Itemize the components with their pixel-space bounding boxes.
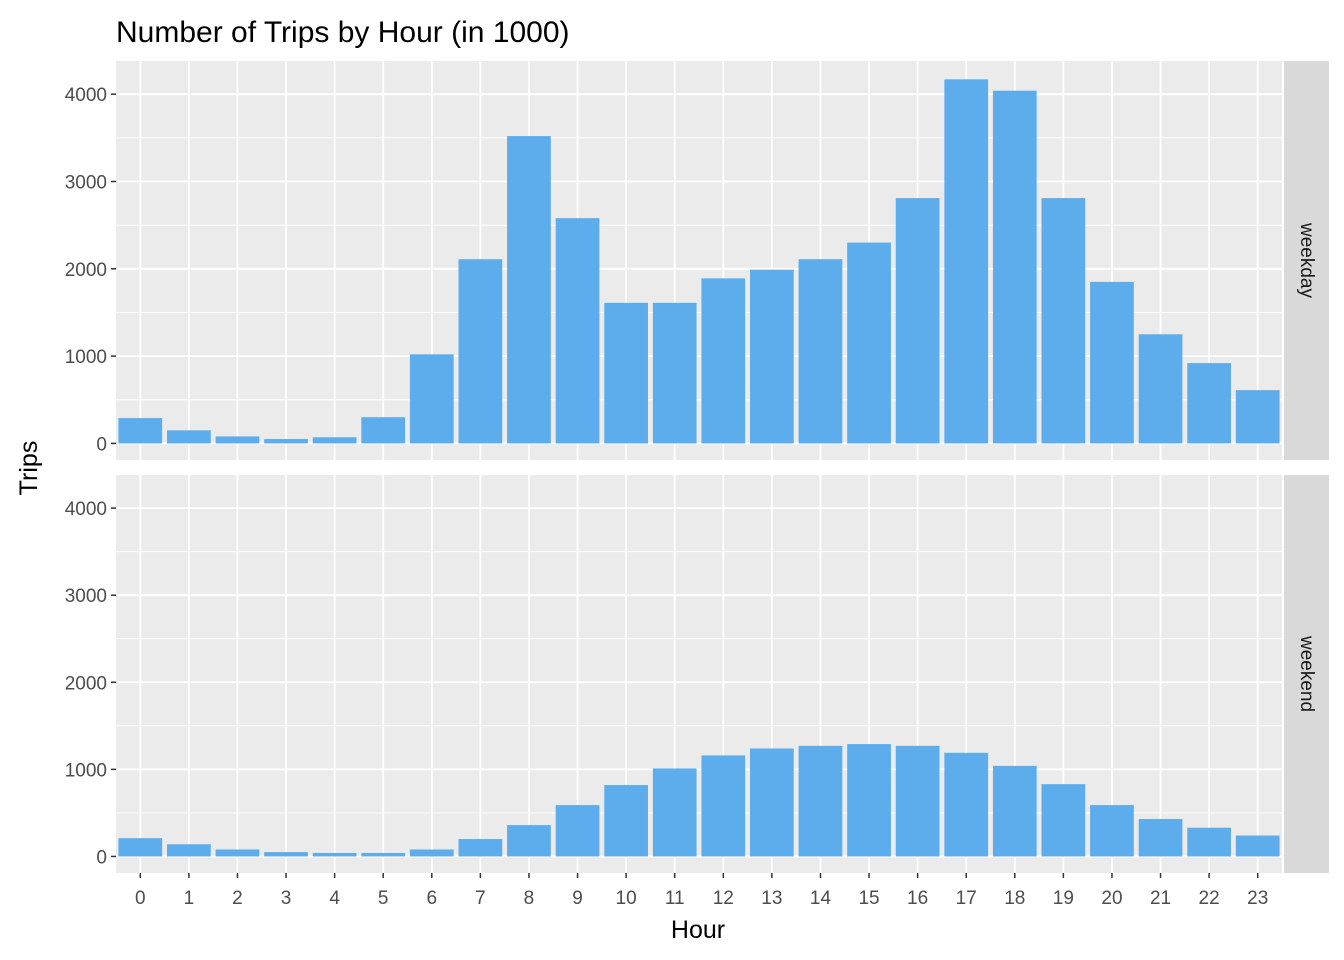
bar-weekend-hour-18 — [992, 765, 1037, 857]
x-tick-label: 15 — [858, 888, 879, 909]
facet-panel-weekday: 0 1000 2000 3000 4000 weekday — [65, 61, 1329, 460]
x-tick-label: 0 — [135, 888, 146, 909]
x-tick-label: 5 — [378, 888, 389, 909]
x-tick-label: 20 — [1101, 888, 1122, 909]
bar-weekday-hour-13 — [750, 269, 794, 444]
bar-weekday-hour-1 — [167, 430, 211, 444]
y-tick-label: 3000 — [65, 586, 107, 607]
bar-weekend-hour-13 — [750, 748, 794, 857]
facet-strip — [1284, 61, 1329, 460]
bar-weekday-hour-16 — [895, 198, 940, 444]
bar-weekend-hour-4 — [312, 852, 357, 857]
bar-weekend-hour-5 — [361, 852, 406, 857]
bar-weekday-hour-9 — [555, 218, 600, 444]
bar-weekday-hour-0 — [118, 418, 163, 444]
y-tick-label: 0 — [96, 847, 107, 868]
bar-weekday-hour-11 — [652, 302, 697, 444]
bar-weekend-hour-12 — [701, 755, 746, 857]
panel-background — [116, 61, 1282, 460]
x-tick-label: 7 — [475, 888, 486, 909]
facet-strip-label-weekend: weekend — [1296, 635, 1317, 712]
bar-weekday-hour-4 — [312, 437, 357, 444]
x-tick-label: 12 — [713, 888, 734, 909]
bar-weekday-hour-14 — [798, 259, 843, 444]
bar-weekend-hour-16 — [895, 745, 940, 857]
x-tick-label: 11 — [665, 888, 685, 909]
bar-weekday-hour-17 — [944, 79, 989, 444]
y-tick-label: 2000 — [65, 673, 107, 694]
bar-weekend-hour-19 — [1041, 784, 1086, 857]
x-tick-label: 13 — [761, 888, 782, 909]
y-axis-title: Trips — [15, 441, 43, 496]
x-tick-label: 9 — [572, 888, 583, 909]
y-tick-label: 3000 — [65, 172, 107, 193]
bar-weekend-hour-20 — [1090, 805, 1134, 857]
bar-weekend-hour-15 — [847, 744, 891, 857]
bar-weekend-hour-0 — [118, 838, 163, 857]
bar-weekday-hour-22 — [1187, 363, 1231, 444]
bar-weekend-hour-23 — [1235, 835, 1280, 857]
bar-weekend-hour-8 — [507, 825, 551, 857]
bar-weekday-hour-18 — [992, 90, 1037, 444]
bar-weekday-hour-23 — [1235, 390, 1280, 444]
x-tick-label: 19 — [1053, 888, 1074, 909]
x-tick-label: 22 — [1199, 888, 1220, 909]
bar-weekday-hour-15 — [847, 242, 891, 444]
bar-weekday-hour-3 — [264, 439, 308, 444]
x-tick-label: 23 — [1247, 888, 1268, 909]
bar-weekend-hour-7 — [458, 839, 503, 857]
x-tick-label: 14 — [810, 888, 832, 909]
facet-strip — [1284, 475, 1329, 873]
bar-weekend-hour-10 — [604, 785, 648, 857]
y-tick-label: 1000 — [65, 760, 107, 781]
bar-weekday-hour-7 — [458, 259, 503, 444]
bar-weekend-hour-11 — [652, 768, 697, 857]
bar-weekend-hour-22 — [1187, 827, 1231, 857]
bar-weekend-hour-14 — [798, 745, 843, 857]
x-tick-label: 16 — [907, 888, 928, 909]
bar-weekday-hour-10 — [604, 302, 648, 444]
x-tick-label: 18 — [1004, 888, 1025, 909]
x-tick-label: 1 — [184, 888, 195, 909]
y-tick-label: 2000 — [65, 260, 107, 281]
y-tick-label: 4000 — [65, 499, 107, 520]
bar-weekday-hour-8 — [507, 136, 551, 444]
bar-weekend-hour-9 — [555, 805, 600, 857]
x-tick-label: 2 — [232, 888, 243, 909]
bar-weekday-hour-5 — [361, 417, 406, 444]
panel-background — [116, 475, 1282, 873]
chart-panels: 0 1000 2000 3000 4000 weekday 0 1000 2000 3000 400… — [65, 61, 1329, 873]
x-tick-label: 8 — [524, 888, 535, 909]
x-axis: 0 1 2 3 4 5 6 7 8 9 10 11 12 13 14 15 16 17 18 19 20 21 22 23 — [135, 873, 1268, 909]
bar-weekend-hour-3 — [264, 852, 308, 857]
y-tick-label: 4000 — [65, 85, 107, 106]
bar-weekday-hour-6 — [409, 354, 454, 444]
x-axis-title: Hour — [671, 916, 725, 944]
bar-weekend-hour-21 — [1138, 819, 1183, 857]
facet-panel-weekend: 0 1000 2000 3000 4000 weekend — [65, 475, 1329, 873]
bar-weekday-hour-19 — [1041, 198, 1086, 444]
x-tick-label: 21 — [1150, 888, 1171, 909]
bar-weekend-hour-1 — [167, 844, 211, 857]
bar-weekend-hour-6 — [409, 849, 454, 857]
bar-weekday-hour-20 — [1090, 281, 1134, 444]
x-tick-label: 4 — [329, 888, 340, 909]
bar-weekday-hour-12 — [701, 278, 746, 444]
bar-weekday-hour-2 — [215, 436, 260, 444]
x-tick-label: 10 — [616, 888, 637, 909]
bar-weekday-hour-21 — [1138, 334, 1183, 444]
facet-strip-label-weekday: weekday — [1296, 222, 1317, 298]
chart-title: Number of Trips by Hour (in 1000) — [116, 16, 570, 49]
x-tick-label: 17 — [956, 888, 977, 909]
y-tick-label: 0 — [96, 434, 107, 455]
x-tick-label: 3 — [281, 888, 292, 909]
bar-weekend-hour-17 — [944, 752, 989, 857]
bar-weekend-hour-2 — [215, 849, 260, 857]
y-tick-label: 1000 — [65, 347, 107, 368]
x-tick-label: 6 — [427, 888, 438, 909]
